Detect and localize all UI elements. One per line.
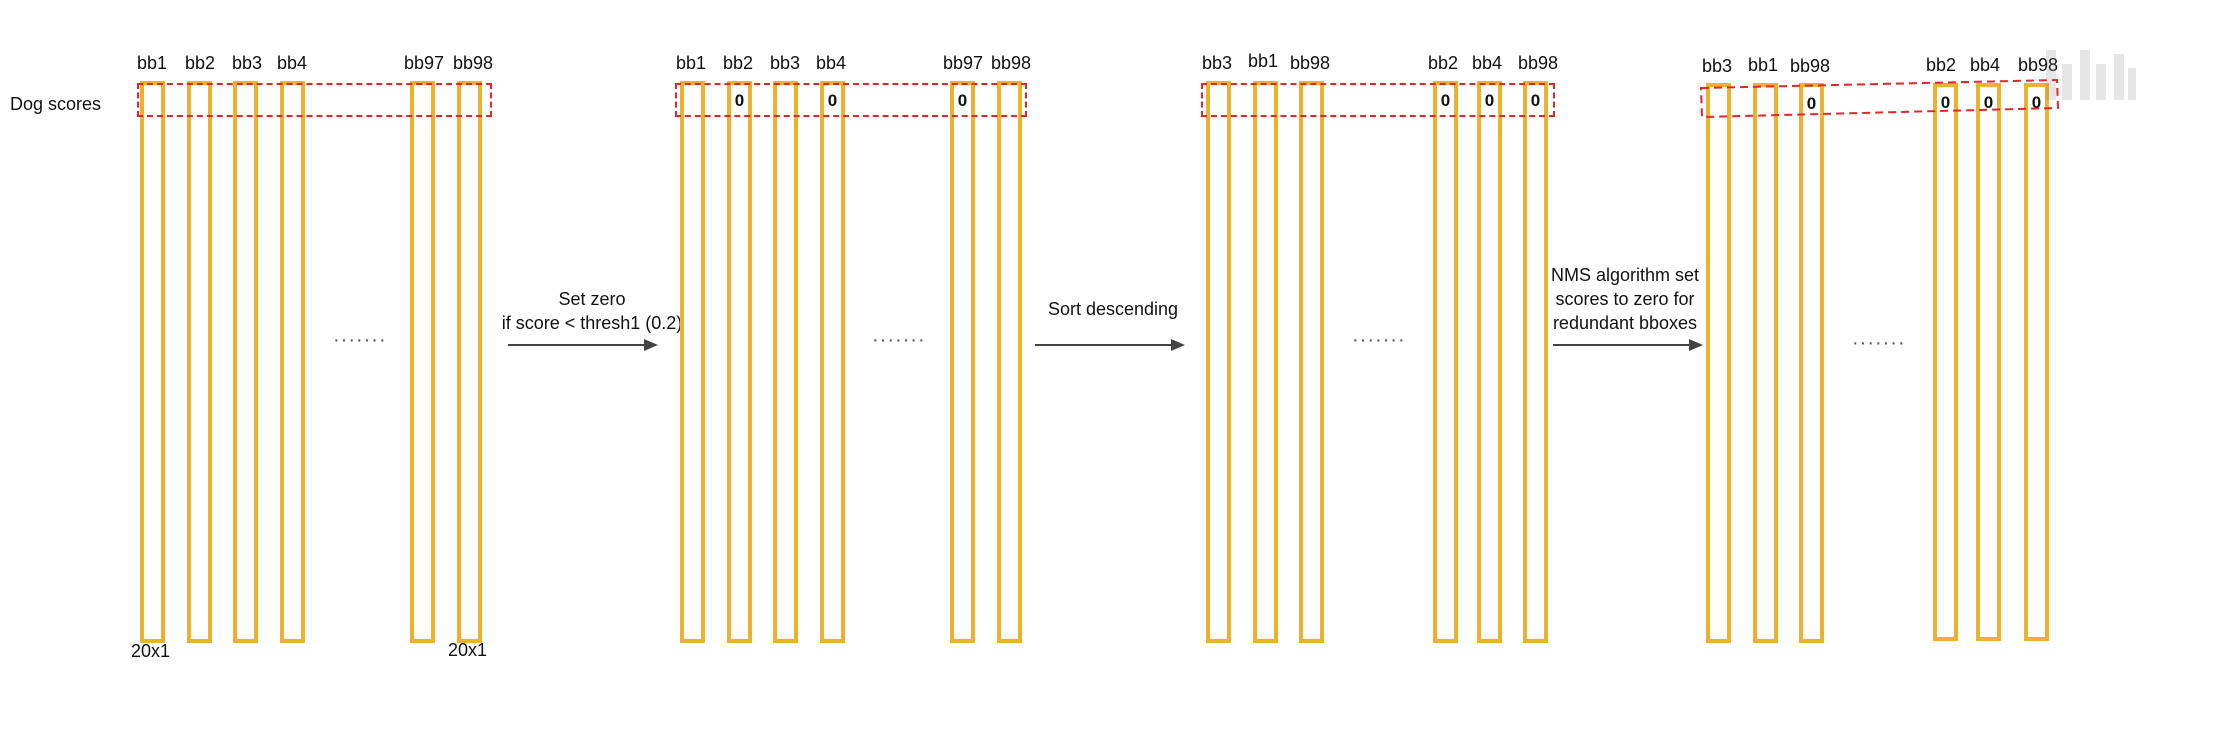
zero-score: 0	[734, 91, 745, 110]
step-line: NMS algorithm set	[1550, 265, 1700, 285]
score-vector-bar	[280, 81, 305, 643]
score-vector-bar	[727, 81, 752, 643]
dog-score-row-highlight	[1201, 83, 1555, 117]
ellipsis-dots: ·······	[1352, 329, 1406, 351]
bb-label: bb97	[943, 53, 984, 73]
bb-label: bb1	[137, 53, 168, 73]
bb-label: bb4	[277, 53, 308, 73]
zero-score: 0	[827, 91, 838, 110]
score-vector-bar	[410, 81, 435, 643]
score-vector-bar	[1706, 83, 1731, 643]
bb-label: bb3	[1702, 56, 1733, 76]
bb-label: bb3	[1202, 53, 1233, 73]
ellipsis-dots: ·······	[872, 329, 926, 351]
score-vector-bar	[1206, 81, 1231, 643]
score-vector-bar	[1253, 81, 1278, 643]
watermark-logo-icon	[2046, 50, 2136, 100]
zero-score: 0	[1940, 93, 1951, 112]
score-vector-bar	[950, 81, 975, 643]
step-text: Set zero if score < thresh1 (0.2)	[478, 287, 706, 335]
vector-size-label: 20x1	[448, 640, 488, 660]
bb-label: bb4	[1970, 55, 2001, 75]
bb-label: bb98	[1290, 53, 1331, 73]
bb-label: bb97	[404, 53, 445, 73]
score-vector-bar	[187, 81, 212, 643]
zero-score: 0	[2031, 93, 2042, 112]
bb-label: bb98	[991, 53, 1032, 73]
bb-label: bb2	[1428, 53, 1459, 73]
dog-score-row-highlight	[675, 83, 1027, 117]
vector-size-label: 20x1	[131, 641, 171, 661]
right-arrow-icon	[1035, 339, 1185, 351]
bb-label: bb3	[232, 53, 263, 73]
bb-label: bb2	[723, 53, 754, 73]
bb-label: bb2	[185, 53, 216, 73]
bb-label: bb4	[816, 53, 847, 73]
score-vector-bar	[1976, 83, 2001, 641]
bb-label: bb1	[1748, 55, 1779, 75]
ellipsis-dots: ·······	[333, 329, 387, 351]
score-vector-bar	[820, 81, 845, 643]
right-arrow-icon	[508, 339, 658, 351]
bb-label: bb1	[676, 53, 707, 73]
score-vector-bar	[1933, 83, 1958, 641]
score-vector-bar	[1523, 81, 1548, 643]
bb-label: bb4	[1472, 53, 1503, 73]
bb-label: bb1	[1248, 51, 1279, 71]
bb-label: bb98	[1790, 56, 1831, 76]
step-line: scores to zero for	[1555, 289, 1695, 309]
step-text: NMS algorithm set scores to zero for red…	[1540, 263, 1710, 335]
ellipsis-dots: ·······	[1852, 332, 1906, 354]
step-text: Sort descending	[1023, 297, 1203, 321]
score-vector-bar	[233, 81, 258, 643]
step-line: Sort descending	[1047, 299, 1179, 319]
row-label-dog-scores: Dog scores	[10, 94, 102, 114]
score-vector-bar	[1299, 81, 1324, 643]
score-vector-bar	[1477, 81, 1502, 643]
score-vector-bar	[1433, 81, 1458, 643]
zero-score: 0	[1806, 94, 1817, 113]
bb-label: bb3	[770, 53, 801, 73]
dog-score-row-highlight	[1699, 78, 2060, 119]
bb-label: bb98	[453, 53, 494, 73]
zero-score: 0	[1440, 91, 1451, 110]
zero-score: 0	[1484, 91, 1495, 110]
score-vector-bar	[140, 81, 165, 643]
bb-label: bb98	[1518, 53, 1559, 73]
zero-score: 0	[1530, 91, 1541, 110]
score-vector-bar	[1753, 83, 1778, 643]
bb-label: bb2	[1926, 55, 1957, 75]
step-line: redundant bboxes	[1552, 313, 1698, 333]
right-arrow-icon	[1553, 339, 1703, 351]
dog-score-row-highlight	[137, 83, 492, 117]
zero-score: 0	[1983, 93, 1994, 112]
zero-score: 0	[957, 91, 968, 110]
score-vector-bar	[2024, 83, 2049, 641]
score-vector-bar	[680, 81, 705, 643]
step-line: if score < thresh1 (0.2)	[501, 313, 683, 333]
bb-label: bb98	[2018, 55, 2059, 75]
score-vector-bar	[457, 81, 482, 643]
score-vector-bar	[773, 81, 798, 643]
score-vector-bar	[997, 81, 1022, 643]
score-vector-bar	[1799, 83, 1824, 643]
step-line: Set zero	[558, 289, 626, 309]
